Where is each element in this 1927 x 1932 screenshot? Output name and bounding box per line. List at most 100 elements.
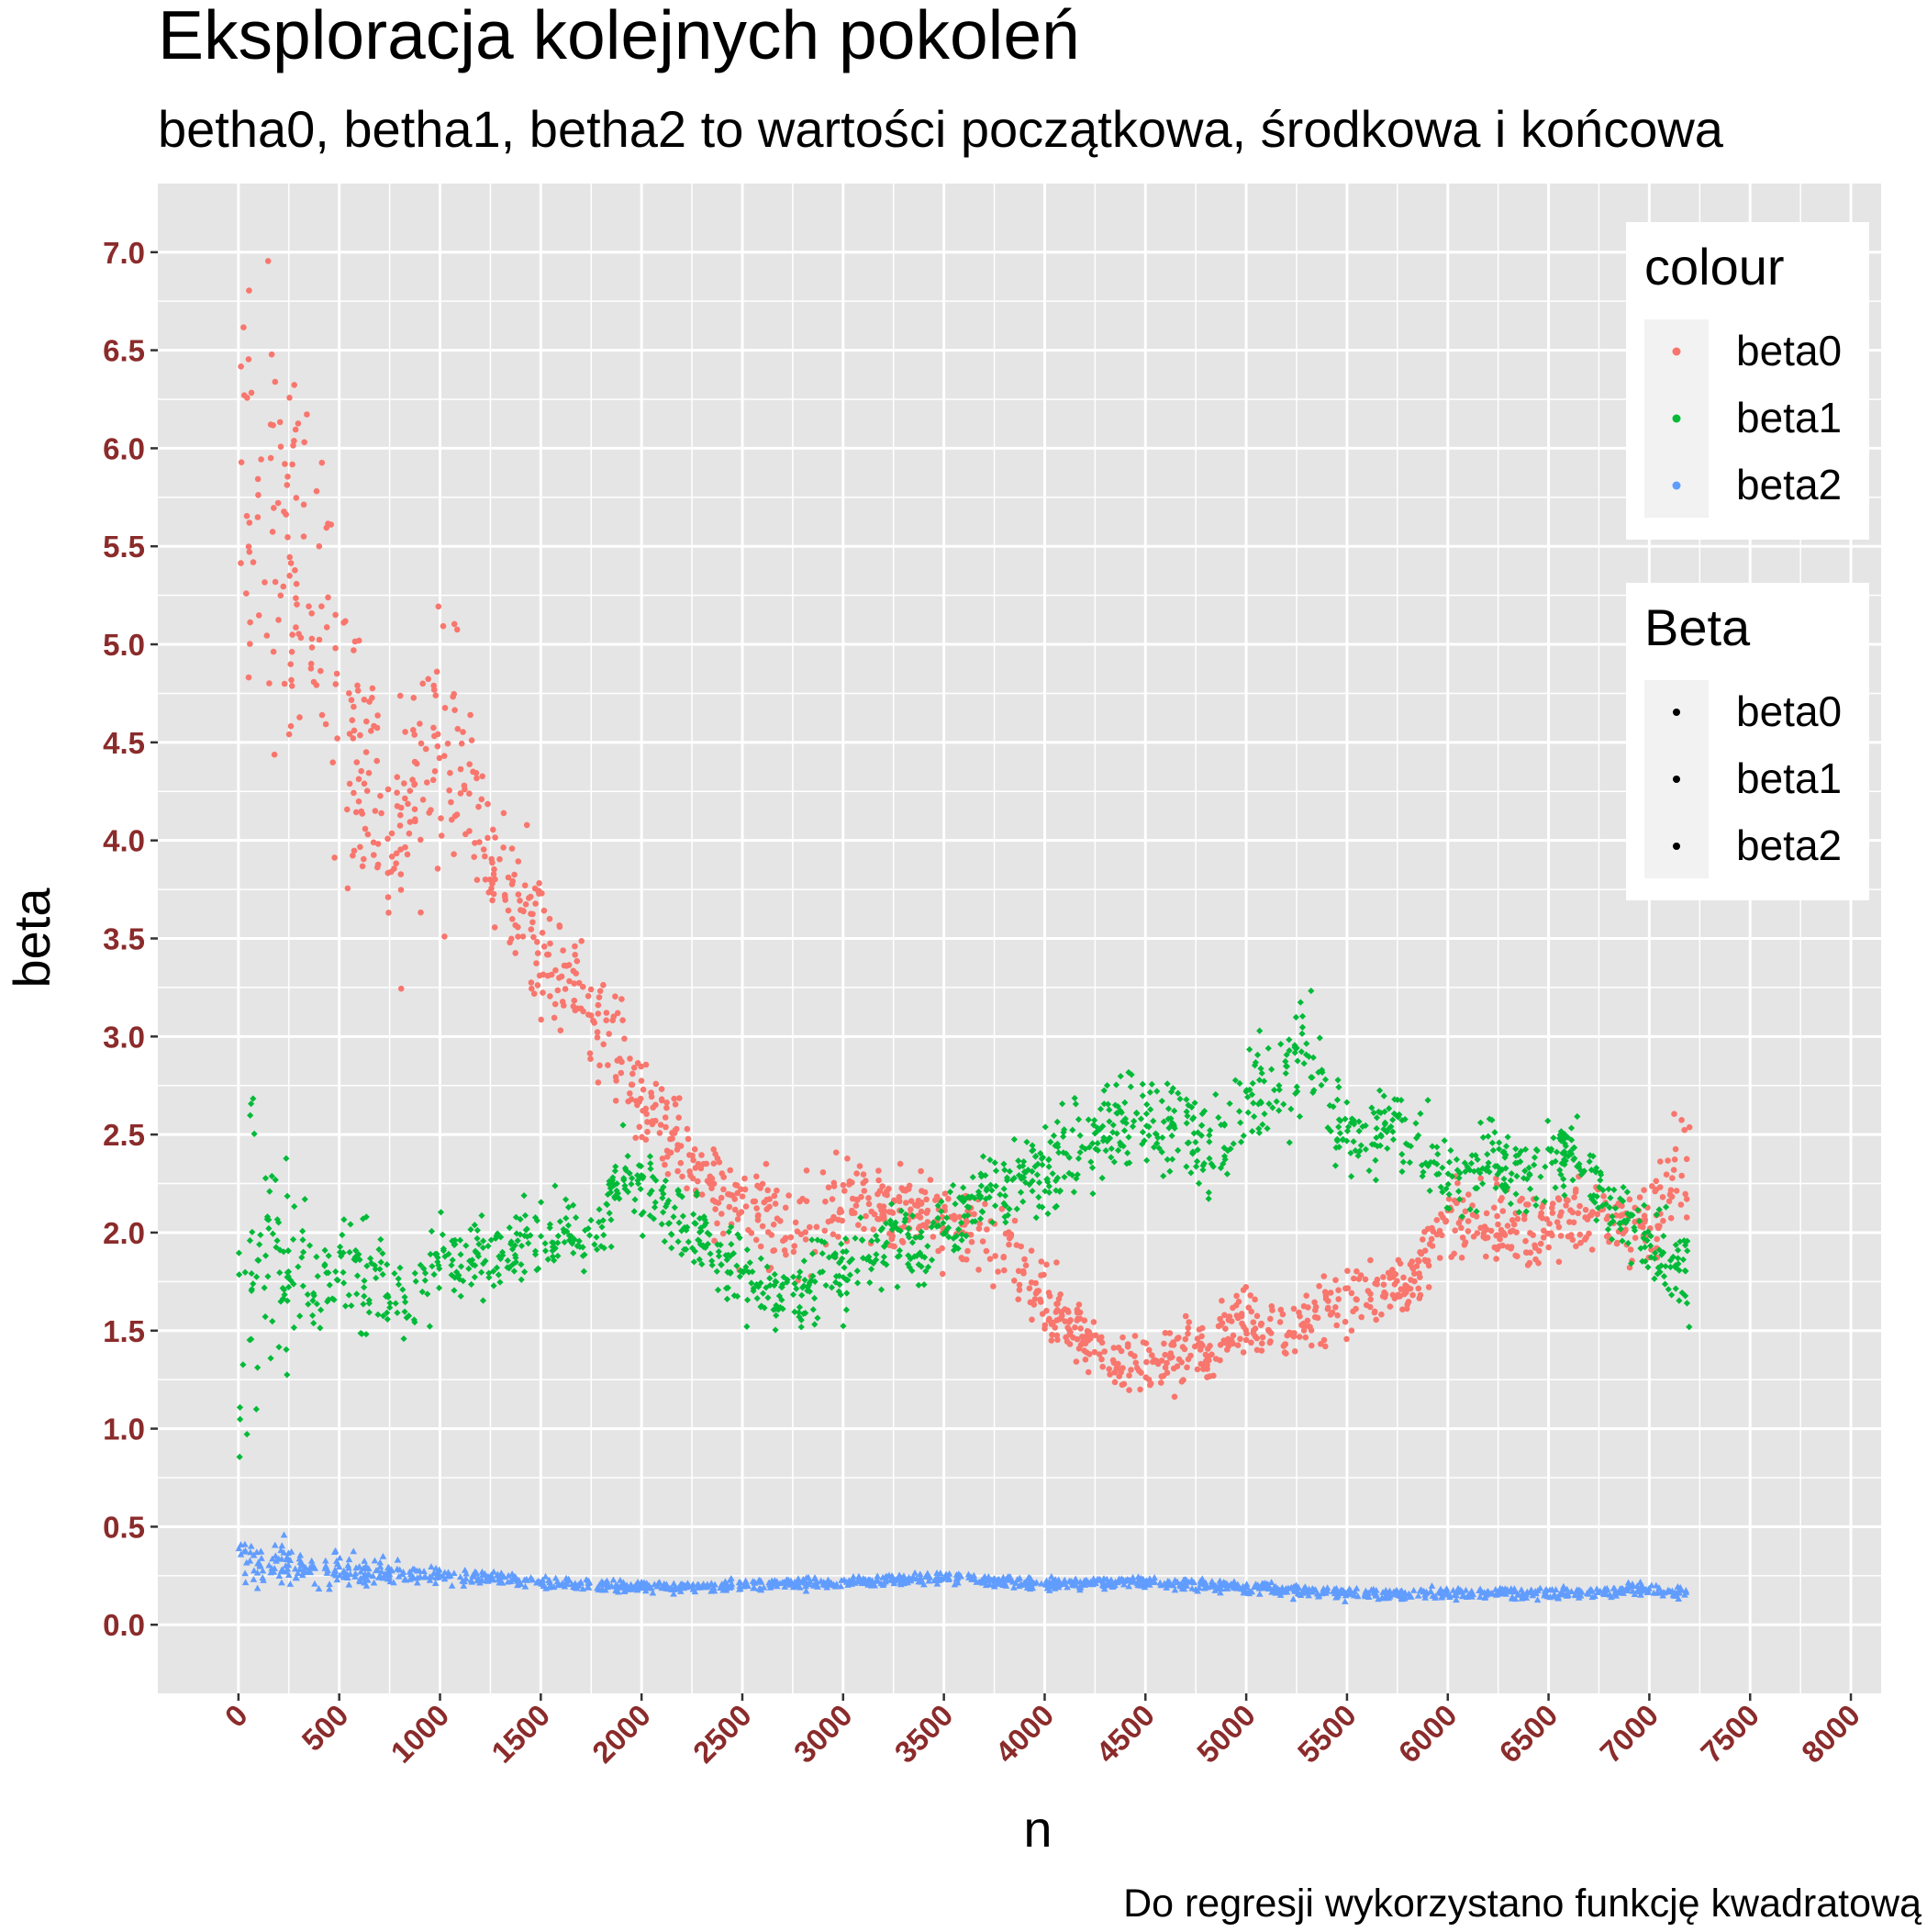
beta2-point [1572, 1591, 1579, 1599]
beta1-point [360, 1301, 367, 1308]
beta0-point [247, 619, 253, 626]
beta0-point [1143, 1358, 1150, 1366]
beta0-point [1230, 1340, 1236, 1347]
beta1-point [873, 1232, 880, 1239]
beta0-point [374, 861, 382, 868]
beta0-point [1290, 1305, 1298, 1312]
beta1-point [637, 1163, 645, 1170]
series-beta0 [238, 258, 1693, 1401]
beta0-point [1459, 1234, 1466, 1241]
beta2-point [668, 1584, 675, 1591]
beta2-point [365, 1565, 373, 1572]
beta1-point [1562, 1151, 1569, 1158]
beta1-point [796, 1303, 804, 1311]
legend-colour-key-beta0 [1672, 347, 1681, 356]
beta0-point [1242, 1284, 1250, 1290]
beta1-point [780, 1273, 787, 1281]
beta1-point [273, 1244, 280, 1251]
beta1-point [1310, 1087, 1318, 1094]
beta0-point [1202, 1361, 1209, 1368]
beta1-point [770, 1306, 777, 1313]
beta1-point [897, 1207, 905, 1214]
beta2-point [1100, 1585, 1108, 1592]
beta1-point [263, 1213, 272, 1221]
beta0-point [238, 363, 244, 370]
beta1-point [1655, 1206, 1663, 1213]
beta0-point [918, 1208, 925, 1215]
beta1-point [1164, 1156, 1171, 1163]
beta0-point [1627, 1246, 1634, 1253]
beta1-point [1484, 1151, 1491, 1158]
beta1-point [445, 1250, 452, 1257]
beta0-point [1252, 1296, 1258, 1303]
beta0-point [412, 816, 418, 822]
beta1-point [804, 1287, 811, 1294]
beta1-point [960, 1198, 967, 1205]
beta0-point [1057, 1291, 1064, 1298]
beta1-point [1553, 1148, 1561, 1156]
beta0-point [742, 1203, 750, 1210]
beta0-point [407, 819, 414, 825]
beta2-point [811, 1574, 819, 1580]
beta0-point [1665, 1198, 1673, 1205]
beta0-point [856, 1163, 863, 1169]
beta0-point [1678, 1117, 1685, 1123]
beta0-point [418, 740, 425, 747]
beta1-point [1634, 1206, 1642, 1213]
beta1-point [340, 1268, 347, 1276]
beta0-point [361, 697, 368, 703]
beta1-point [963, 1233, 970, 1240]
beta1-point [580, 1268, 587, 1275]
beta1-point [1060, 1133, 1067, 1141]
beta2-point [773, 1582, 781, 1590]
beta0-point [791, 1243, 797, 1249]
beta0-point [1507, 1228, 1514, 1235]
beta0-point [636, 1123, 643, 1131]
beta1-point [456, 1276, 463, 1283]
beta1-point [661, 1237, 668, 1245]
beta0-point [1581, 1236, 1588, 1243]
beta1-point [1569, 1177, 1576, 1184]
beta1-point [1254, 1100, 1263, 1108]
beta2-point [1624, 1587, 1632, 1594]
beta1-point [533, 1267, 540, 1274]
beta0-point [908, 1198, 915, 1204]
beta1-point [1275, 1086, 1283, 1093]
beta0-point [340, 620, 347, 626]
beta0-point [424, 779, 430, 786]
beta1-point [1303, 1040, 1310, 1047]
beta1-point [251, 1130, 258, 1137]
beta1-point [1362, 1145, 1370, 1153]
beta0-point [1281, 1349, 1288, 1356]
beta1-point [380, 1312, 387, 1320]
beta2-point [554, 1581, 562, 1589]
beta1-point [612, 1163, 619, 1170]
beta0-point [371, 852, 377, 858]
beta1-point [478, 1212, 485, 1219]
beta0-point [1514, 1215, 1521, 1223]
beta0-point [384, 894, 392, 900]
beta1-point [1466, 1206, 1474, 1213]
beta0-point [939, 1213, 946, 1221]
beta0-point [519, 933, 527, 940]
beta2-point [1409, 1586, 1418, 1593]
beta2-point [350, 1547, 358, 1555]
beta0-point [1540, 1234, 1547, 1241]
beta0-point [1403, 1289, 1409, 1296]
beta0-point [329, 759, 337, 765]
beta1-point [1150, 1117, 1157, 1125]
beta0-point [1212, 1356, 1220, 1362]
beta2-point [1221, 1580, 1229, 1587]
beta1-point [1386, 1105, 1393, 1112]
beta0-point [1557, 1233, 1565, 1239]
beta0-point [1555, 1258, 1563, 1266]
beta2-point [522, 1575, 530, 1582]
beta0-point [600, 1041, 607, 1048]
beta2-point [321, 1564, 329, 1571]
beta0-point [1416, 1295, 1423, 1301]
beta1-point [1286, 1139, 1293, 1146]
beta0-point [1436, 1227, 1443, 1234]
beta1-point [611, 1167, 618, 1175]
beta1-point [265, 1224, 273, 1233]
beta1-point [846, 1271, 854, 1279]
